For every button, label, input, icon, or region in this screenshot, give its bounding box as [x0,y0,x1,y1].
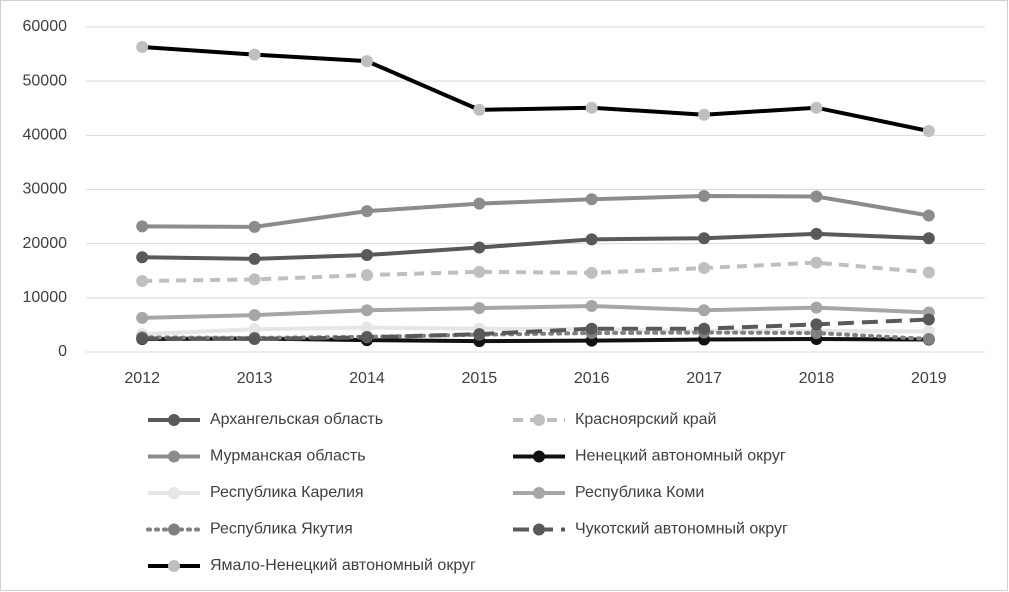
legend-label: Мурманская область [210,448,366,465]
data-point [922,333,935,345]
legend-marker [533,487,545,499]
y-tick-label: 0 [58,343,67,360]
data-point [585,299,598,312]
data-point [922,209,935,222]
data-point [698,190,711,202]
data-point [248,273,261,286]
data-point [810,256,823,269]
legend-label: Республика Карелия [210,484,364,501]
data-point [698,108,711,121]
data-point [248,309,261,322]
x-tick-label: 2018 [799,370,835,387]
x-tick-label: 2019 [911,370,947,387]
data-point [360,321,373,334]
data-point [585,193,598,206]
series-line [142,317,929,342]
data-point [585,233,598,246]
data-point [136,332,149,345]
data-point [360,331,373,344]
legend-marker [168,487,180,499]
y-tick-label: 50000 [23,72,68,89]
legend-marker [533,414,545,426]
data-point [473,328,486,341]
data-point [360,249,373,262]
series-line [142,303,929,320]
x-tick-label: 2016 [574,370,610,387]
legend-label: Чукотский автономный округ [575,521,788,538]
data-point [248,220,261,233]
data-point [248,48,261,61]
data-point [922,232,935,245]
y-tick-label: 20000 [23,235,68,252]
legend-label: Республика Якутия [210,521,353,538]
y-tick-label: 60000 [23,18,68,35]
legend-marker [533,523,545,536]
data-point [922,266,935,279]
data-point [810,301,823,314]
legend-label: Ямало-Ненецкий автономный округ [210,557,476,574]
data-point [698,304,711,317]
series-line [142,231,929,261]
data-point [698,262,711,275]
data-point [698,322,711,335]
data-point [360,205,373,218]
legend-label: Республика Коми [575,484,704,501]
x-tick-label: 2012 [124,370,160,387]
legend-marker [168,450,180,463]
x-tick-label: 2013 [237,370,273,387]
y-tick-label: 10000 [23,289,68,306]
data-point [248,252,261,265]
data-point [473,241,486,254]
data-point [698,232,711,245]
y-tick-label: 40000 [23,127,68,144]
x-tick-label: 2015 [462,370,498,387]
data-point [136,41,149,54]
legend-label: Красноярский край [575,411,716,428]
data-point [473,265,486,278]
data-point [810,101,823,114]
data-point [810,190,823,203]
x-tick-label: 2017 [686,370,722,387]
data-point [136,251,149,264]
legend-label: Ненецкий автономный округ [575,448,786,465]
series-line [142,193,930,229]
legend-marker [168,523,180,536]
data-point [585,322,598,335]
legend-marker [533,450,545,463]
data-point [922,125,935,137]
data-point [136,275,149,288]
data-point [585,266,598,279]
data-point [136,311,149,324]
data-point [922,313,935,326]
series-line [142,45,930,133]
data-point [248,323,261,336]
legend-label: Архангельская область [210,411,383,428]
data-point [360,304,373,317]
series-line [142,325,929,337]
legend-marker [168,560,180,572]
legend-marker [168,414,180,426]
data-point [360,55,373,68]
data-point [248,333,261,345]
data-point [473,197,486,210]
data-point [473,103,486,116]
series-line [142,260,929,284]
data-point [810,327,823,340]
data-point [585,101,598,114]
data-point [360,269,373,282]
x-tick-label: 2014 [349,370,385,387]
data-point [473,302,486,315]
data-point [810,318,823,331]
data-point [810,227,823,240]
data-point [136,220,149,233]
y-tick-label: 30000 [23,181,68,198]
